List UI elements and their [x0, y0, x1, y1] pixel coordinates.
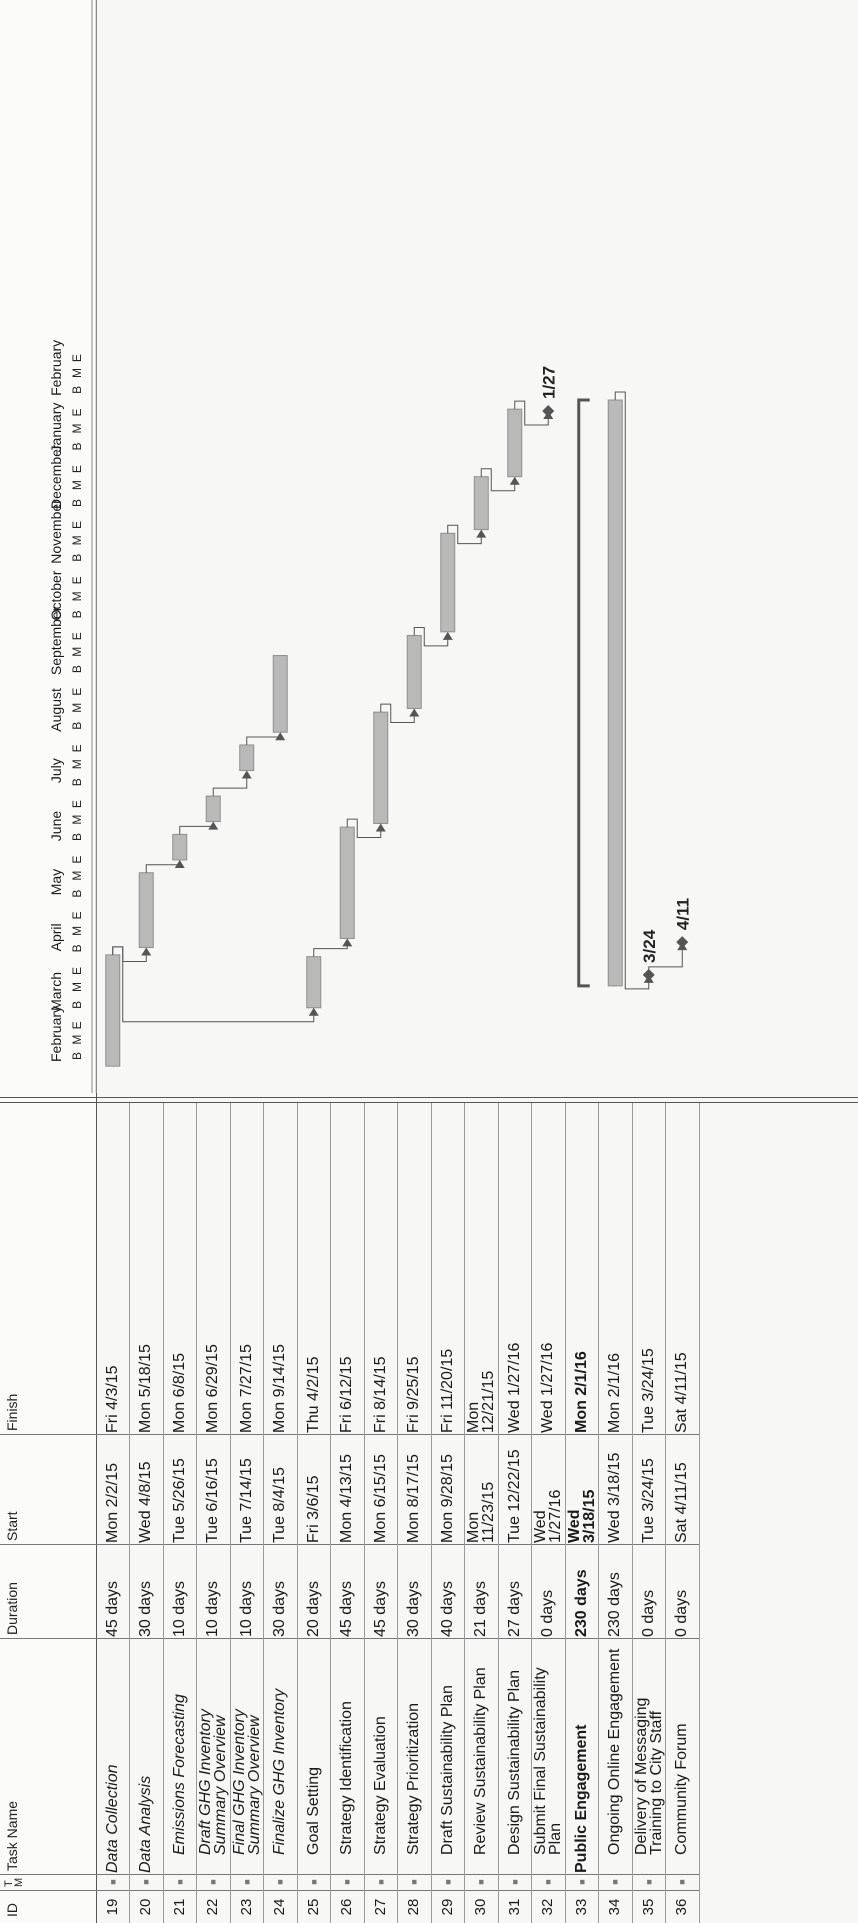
dependency-link	[145, 864, 181, 873]
task-bar	[339, 826, 355, 939]
dependency-link	[514, 400, 549, 426]
milestone-date-label: 1/27	[539, 366, 558, 399]
dependency-arrow	[308, 1007, 319, 1016]
dependency-link	[246, 736, 281, 745]
task-bar	[373, 711, 389, 824]
dependency-arrow	[275, 732, 286, 741]
dependency-arrow	[677, 942, 688, 951]
task-bar	[473, 476, 489, 531]
task-bar	[105, 954, 121, 1067]
dependency-link	[346, 818, 382, 838]
task-bar	[205, 795, 221, 823]
dependency-arrow	[208, 821, 219, 830]
dependency-link	[447, 524, 482, 545]
task-bar	[607, 399, 623, 987]
milestone-date-label: 3/24	[640, 929, 659, 963]
dependency-link	[112, 946, 315, 1023]
task-bar	[272, 655, 288, 733]
dependency-arrow	[476, 529, 487, 538]
dependency-arrow	[375, 823, 386, 832]
dependency-arrow	[442, 631, 453, 640]
dependency-link	[212, 777, 248, 797]
dependency-link	[179, 825, 214, 835]
dependency-arrow	[543, 411, 554, 419]
milestone-date-label: 4/11	[673, 898, 692, 930]
dependency-link	[648, 949, 683, 975]
dependency-link	[380, 703, 415, 723]
task-bar	[406, 634, 422, 709]
task-bar	[507, 408, 523, 478]
dependency-link	[413, 626, 449, 647]
task-bar	[306, 956, 322, 1009]
dependency-arrow	[509, 476, 520, 485]
summary-bar	[577, 398, 590, 988]
dependency-arrow	[342, 938, 353, 947]
dependency-link	[614, 391, 650, 990]
task-bar	[138, 872, 154, 949]
task-bar	[440, 532, 456, 633]
dependency-arrow	[409, 708, 420, 717]
dependency-link	[480, 468, 516, 492]
task-bar	[239, 744, 255, 772]
dependency-arrow	[643, 974, 654, 983]
task-bar	[172, 833, 188, 861]
dependency-arrow	[174, 859, 185, 868]
dependency-link	[313, 945, 348, 957]
dependency-arrow	[241, 770, 252, 779]
dependency-arrow	[141, 947, 152, 956]
